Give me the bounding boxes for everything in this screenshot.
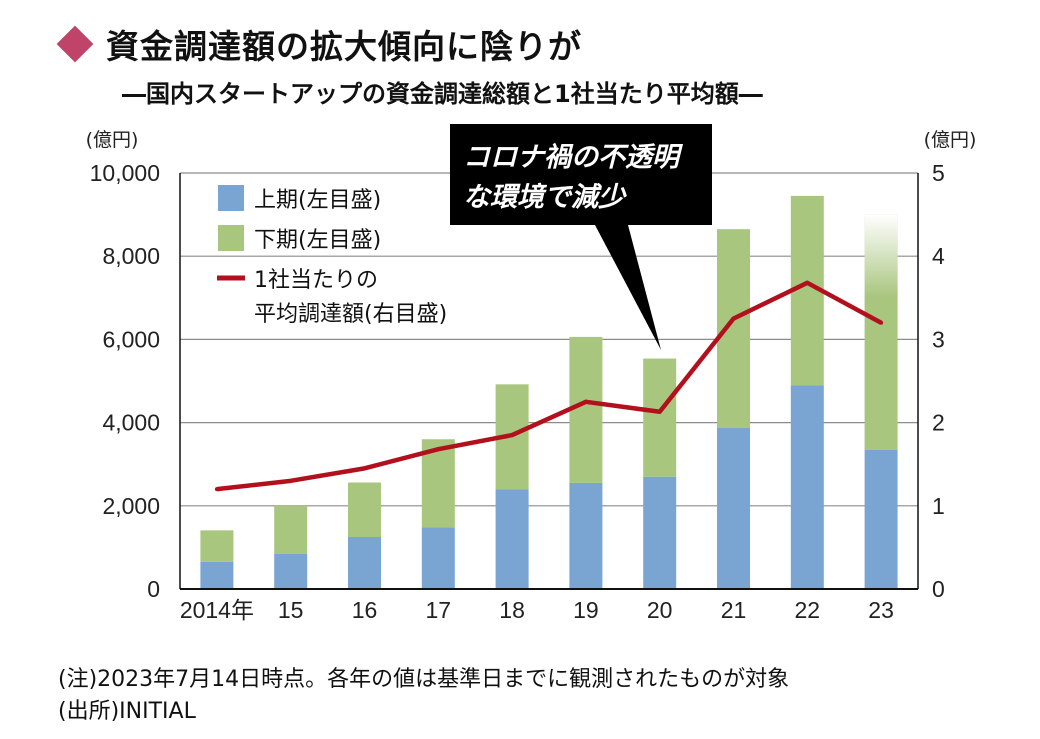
bar-first-half bbox=[790, 385, 824, 589]
x-tick-label: 20 bbox=[647, 597, 673, 623]
bar-second-half bbox=[569, 336, 603, 483]
x-tick-label: 23 bbox=[868, 597, 894, 623]
bar-first-half bbox=[274, 553, 308, 589]
average-point bbox=[657, 409, 662, 414]
callout-box bbox=[450, 124, 712, 350]
average-point bbox=[436, 447, 441, 452]
left-tick-label: 0 bbox=[147, 576, 160, 602]
average-point bbox=[288, 478, 293, 483]
callout-text-line-1: コロナ禍の不透明 bbox=[463, 142, 684, 173]
average-point bbox=[583, 399, 588, 404]
left-tick-label: 6,000 bbox=[102, 326, 160, 352]
x-tick-label: 17 bbox=[426, 597, 452, 623]
legend-label-first-half: 上期(左目盛) bbox=[254, 188, 381, 213]
bar-first-half bbox=[643, 476, 677, 589]
average-line bbox=[216, 280, 883, 492]
average-point bbox=[879, 320, 884, 325]
average-point bbox=[731, 316, 736, 321]
footnote: (注)2023年7月14日時点。各年の値は基準日までに観測されたものが対象 bbox=[58, 667, 790, 692]
legend-label-second-half: 下期(左目盛) bbox=[254, 228, 381, 253]
left-axis-unit: (億円) bbox=[86, 129, 139, 151]
right-tick-label: 1 bbox=[932, 493, 945, 519]
bar-first-half bbox=[569, 482, 603, 589]
bar-first-half bbox=[348, 537, 381, 589]
bar-first-half bbox=[864, 449, 898, 589]
average-point bbox=[805, 280, 810, 285]
left-tick-label: 2,000 bbox=[102, 493, 160, 519]
bar-second-half bbox=[274, 505, 308, 554]
x-tick-label: 15 bbox=[278, 597, 304, 623]
bar-first-half bbox=[200, 561, 234, 589]
x-tick-label: 21 bbox=[721, 597, 747, 623]
x-tick-label: 19 bbox=[573, 597, 599, 623]
callout-text-line-2: な環境で減少 bbox=[463, 182, 627, 213]
right-tick-label: 5 bbox=[932, 160, 945, 186]
title-row: 資金調達額の拡大傾向に陰りが bbox=[56, 20, 582, 68]
right-tick-label: 2 bbox=[932, 410, 945, 436]
left-tick-label: 8,000 bbox=[102, 243, 160, 269]
bar-second-half bbox=[348, 482, 381, 537]
average-point bbox=[362, 466, 367, 471]
chart-subtitle: ―国内スタートアップの資金調達総額と1社当たり平均額― bbox=[122, 80, 763, 108]
x-tick-label: 18 bbox=[499, 597, 525, 623]
average-point bbox=[510, 433, 515, 438]
x-tick-label: 2014年 bbox=[180, 597, 254, 623]
chart-title: 資金調達額の拡大傾向に陰りが bbox=[106, 27, 582, 66]
x-tick-label: 22 bbox=[795, 597, 821, 623]
bar-fade-overlay bbox=[864, 214, 898, 450]
average-point bbox=[214, 487, 219, 492]
source-note: (出所)INITIAL bbox=[58, 699, 196, 724]
bar-second-half bbox=[200, 530, 234, 562]
left-tick-label: 10,000 bbox=[90, 160, 160, 186]
bar-second-half bbox=[717, 229, 750, 429]
bar-first-half bbox=[495, 489, 529, 589]
bar-second-half bbox=[643, 358, 677, 477]
right-tick-label: 0 bbox=[932, 576, 945, 602]
x-tick-label: 16 bbox=[352, 597, 378, 623]
legend-swatch-first-half bbox=[218, 185, 244, 211]
right-tick-label: 3 bbox=[932, 326, 945, 352]
legend-label-average-2: 平均調達額(右目盛) bbox=[254, 302, 447, 327]
bar-first-half bbox=[421, 527, 455, 589]
left-tick-label: 4,000 bbox=[102, 410, 160, 436]
legend-swatch-second-half bbox=[218, 225, 244, 251]
right-tick-label: 4 bbox=[932, 243, 945, 269]
legend-label-average-1: 1社当たりの bbox=[254, 268, 378, 293]
right-axis-unit: (億円) bbox=[924, 129, 977, 151]
bar-first-half bbox=[717, 428, 750, 589]
